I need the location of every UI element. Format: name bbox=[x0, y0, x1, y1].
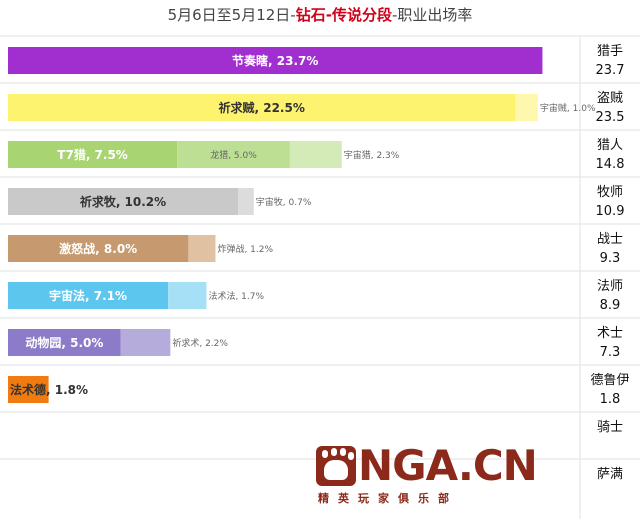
class-name: 牧师 bbox=[597, 185, 623, 200]
data-label: 法术德, 1.8% bbox=[10, 382, 88, 397]
class-name: 法师 bbox=[597, 279, 623, 294]
class-name: 猎手 bbox=[597, 44, 623, 59]
bar-segment bbox=[238, 188, 254, 215]
data-label: 法术法, 1.7% bbox=[208, 290, 264, 302]
bar-segment bbox=[120, 329, 171, 356]
bar-segment bbox=[188, 235, 216, 262]
title-highlight: 钻石-传说分段 bbox=[295, 6, 392, 24]
class-total: 1.8 bbox=[600, 392, 621, 407]
data-label: 激怒战, 8.0% bbox=[59, 241, 137, 256]
class-total: 14.8 bbox=[596, 157, 625, 172]
class-total: 23.5 bbox=[596, 110, 625, 125]
title-suffix: -职业出场率 bbox=[391, 6, 473, 24]
class-name: 战士 bbox=[597, 232, 623, 247]
data-label: 祈求术, 2.2% bbox=[172, 337, 228, 349]
data-label: 宇宙牧, 0.7% bbox=[256, 196, 312, 208]
data-label: 节奏瞎, 23.7% bbox=[232, 53, 318, 68]
class-total: 10.9 bbox=[596, 204, 625, 219]
bar-segment bbox=[8, 94, 516, 121]
data-label: T7猎, 7.5% bbox=[57, 147, 128, 162]
data-label: 炸弹战, 1.2% bbox=[217, 243, 273, 255]
bar-segment bbox=[8, 329, 121, 356]
class-total: 8.9 bbox=[600, 298, 621, 313]
class-total: 23.7 bbox=[596, 63, 625, 78]
bar-segment bbox=[8, 47, 543, 74]
logo-brand-text: NGA.CN bbox=[358, 441, 538, 490]
data-label: 祈求贼, 22.5% bbox=[219, 100, 305, 115]
data-label: 宇宙贼, 1.0% bbox=[540, 102, 596, 114]
logo-slogan: 精英玩家俱乐部 bbox=[318, 492, 458, 505]
class-total: 7.3 bbox=[600, 345, 621, 360]
class-name: 术士 bbox=[597, 326, 623, 341]
bar-segment bbox=[8, 282, 169, 309]
bar-segment bbox=[168, 282, 207, 309]
class-name: 骑士 bbox=[597, 420, 623, 435]
bar-segment bbox=[8, 188, 239, 215]
nga-logo: NGA.CN 精英玩家俱乐部 bbox=[316, 442, 538, 506]
bar-segment bbox=[8, 376, 49, 403]
bar-segment bbox=[515, 94, 538, 121]
class-total: 9.3 bbox=[600, 251, 621, 266]
bar-segment bbox=[8, 141, 178, 168]
data-label: 宇宙猎, 2.3% bbox=[344, 149, 400, 161]
bar-segment bbox=[177, 141, 290, 168]
class-name: 萨满 bbox=[597, 467, 623, 482]
class-name: 猎人 bbox=[597, 138, 623, 153]
data-label: 宇宙法, 7.1% bbox=[49, 288, 127, 303]
bar-segment bbox=[289, 141, 342, 168]
data-label: 祈求牧, 10.2% bbox=[80, 194, 166, 209]
bar-segment bbox=[8, 235, 189, 262]
class-name: 德鲁伊 bbox=[590, 373, 629, 388]
data-label: 龙猎, 5.0% bbox=[210, 149, 257, 161]
title-prefix: 5月6日至5月12日- bbox=[167, 6, 296, 24]
data-label: 动物园, 5.0% bbox=[25, 335, 103, 350]
class-name: 盗贼 bbox=[597, 90, 623, 106]
chart-title: 5月6日至5月12日-钻石-传说分段-职业出场率 bbox=[0, 4, 640, 25]
paw-icon bbox=[316, 446, 356, 486]
